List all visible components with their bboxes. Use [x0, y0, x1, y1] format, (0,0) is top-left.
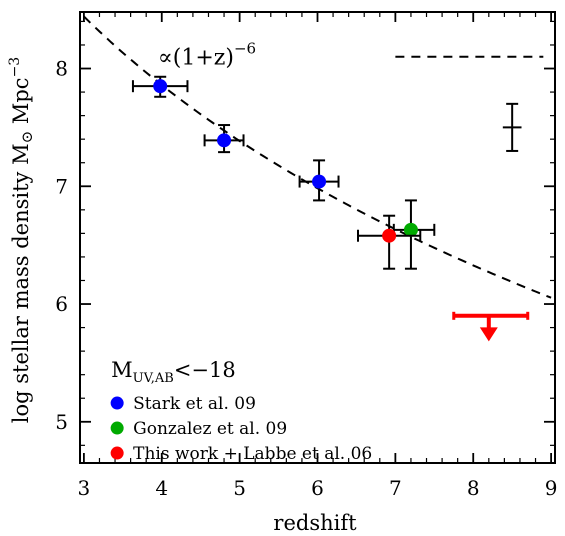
legend-header-subscript: UV,AB	[133, 371, 174, 386]
data-point	[403, 222, 418, 237]
y-tick-label: 8	[55, 57, 68, 81]
model-curve-layer: ∝(1+z)−6	[83, 15, 552, 299]
model-curve	[83, 15, 552, 299]
legend-entry-label: Gonzalez et al. 09	[133, 419, 287, 439]
data-point	[217, 133, 232, 148]
axis-ticks	[80, 12, 555, 463]
y-tick-label: 6	[55, 292, 68, 316]
model-curve-label: ∝(1+z)−6	[158, 40, 256, 71]
x-axis-label: redshift	[273, 511, 357, 535]
y-tick-label: 5	[55, 410, 68, 434]
legend-header: MUV,AB<−18	[111, 358, 236, 386]
legend-entry-label: Stark et al. 09	[133, 394, 256, 414]
legend-header-main: M	[111, 358, 133, 382]
x-tick-label: 8	[467, 476, 480, 500]
y-tick-label: 7	[55, 174, 68, 198]
x-tick-label: 3	[78, 476, 91, 500]
y-axis-label-main: log stellar mass density M	[9, 143, 33, 423]
x-tick-label: 6	[311, 476, 324, 500]
x-tick-label: 9	[545, 476, 558, 500]
legend-marker	[110, 446, 124, 460]
data-points-layer	[131, 75, 522, 270]
data-point	[153, 79, 168, 94]
y-axis-label-unit: Mpc	[9, 77, 33, 130]
axis-tick-labels: 3 4 5 6 7 8 9 5 6 7 8	[55, 57, 557, 500]
x-tick-label: 7	[389, 476, 402, 500]
y-axis-label-exponent: −3	[7, 57, 23, 78]
data-point	[312, 174, 327, 189]
data-point	[382, 228, 397, 243]
model-curve-label-base: ∝(1+z)	[158, 46, 234, 71]
legend-header-tail: <−18	[174, 358, 236, 382]
upper-limit-arrow-head	[479, 327, 498, 342]
legend-entry-label: This work + Labbe et al. 06	[133, 444, 372, 464]
x-tick-label: 5	[233, 476, 246, 500]
model-curve-label-exponent: −6	[234, 40, 256, 58]
upper-limit-layer	[452, 311, 530, 342]
legend-marker	[110, 421, 124, 435]
y-axis-label: log stellar mass density M⊙ Mpc−3	[7, 57, 36, 423]
x-tick-label: 4	[155, 476, 168, 500]
y-axis-label-sun: ⊙	[18, 131, 36, 144]
legend: MUV,AB<−18 Stark et al. 09 Gonzalez et al.…	[110, 358, 372, 464]
legend-marker	[110, 396, 124, 410]
